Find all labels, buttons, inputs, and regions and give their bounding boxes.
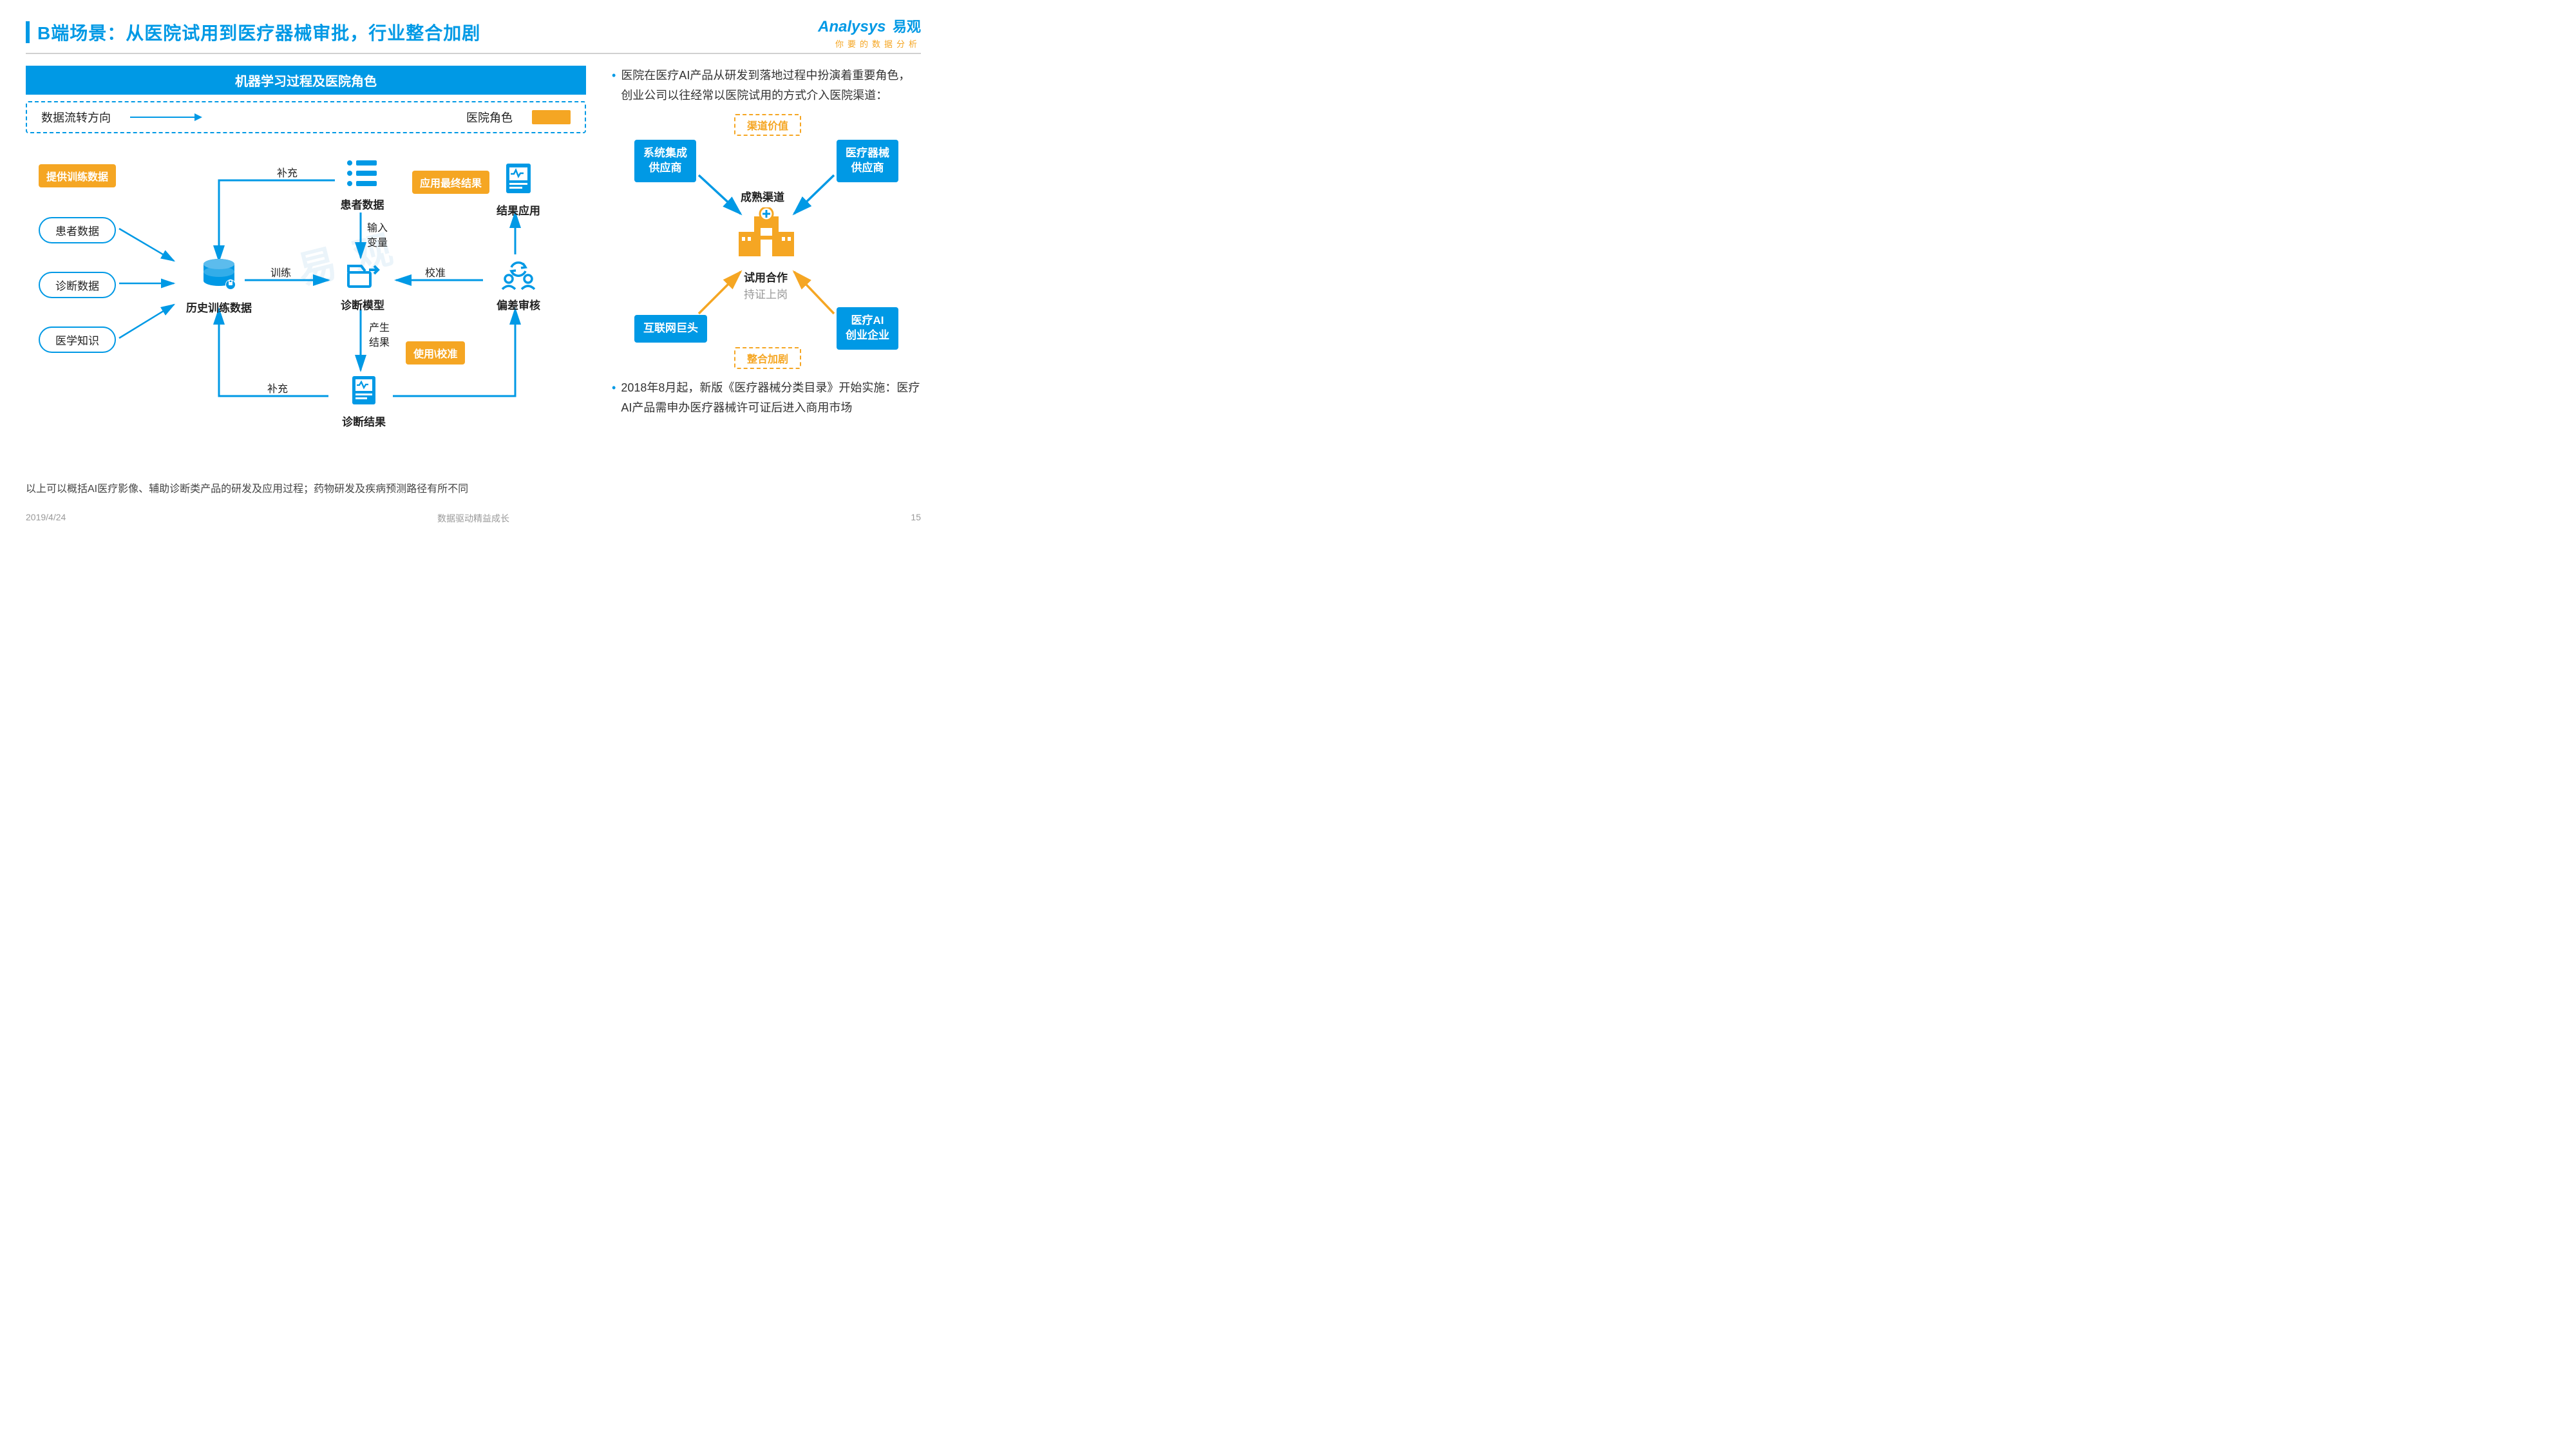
ml-process-diagram: 易 观 — [26, 145, 586, 454]
box-ai-startup: 医疗AI创业企业 — [837, 307, 898, 350]
tag-use-calibrate: 使用\校准 — [406, 341, 465, 365]
footer-page: 15 — [911, 512, 921, 522]
footer: 2019/4/24 数据驱动精益成长 15 — [0, 512, 947, 522]
node-result: 诊断结果 — [335, 413, 393, 429]
label-trial: 试用合作 — [744, 269, 788, 285]
node-patient-data: 患者数据 — [332, 196, 393, 212]
box-internet-giant: 互联网巨头 — [634, 315, 707, 343]
database-icon — [200, 258, 238, 293]
edge-input-2: 变量 — [367, 234, 388, 249]
badge-channel-value: 渠道价值 — [734, 114, 801, 136]
tag-provide-training: 提供训练数据 — [39, 164, 116, 187]
clipboard-icon — [349, 374, 379, 407]
node-history-db: 历史训练数据 — [180, 299, 258, 315]
tag-apply-result: 应用最终结果 — [412, 171, 489, 194]
bullet-dot-icon: • — [612, 378, 616, 417]
bullet-dot-icon: • — [612, 66, 616, 105]
left-section-title: 机器学习过程及医院角色 — [26, 66, 586, 95]
pill-patient-data: 患者数据 — [39, 217, 116, 243]
pill-diagnosis-data: 诊断数据 — [39, 272, 116, 298]
legend-box: 数据流转方向 医院角色 — [26, 101, 586, 133]
clipboard-result-icon — [502, 161, 535, 196]
model-icon — [345, 260, 381, 290]
edge-input-1: 输入 — [367, 219, 388, 234]
edge-supplement-top: 补充 — [277, 164, 298, 180]
logo-block: Analysys 易观 你要的数据分析 — [818, 15, 921, 50]
logo-tagline: 你要的数据分析 — [818, 37, 921, 50]
pill-medical-knowledge: 医学知识 — [39, 327, 116, 353]
legend-arrow-icon — [130, 117, 201, 118]
legend-role-swatch — [532, 110, 571, 124]
badge-consolidation: 整合加剧 — [734, 347, 801, 369]
bullet-top: • 医院在医疗AI产品从研发到落地过程中扮演着重要角色，创业公司以往经常以医院试… — [612, 66, 921, 105]
edge-calibrate: 校准 — [425, 264, 446, 279]
left-footnote: 以上可以概括AI医疗影像、辅助诊断类产品的研发及应用过程；药物研发及疾病预测路径… — [26, 480, 468, 495]
footer-caption: 数据驱动精益成长 — [437, 512, 509, 525]
people-exchange-icon — [500, 260, 537, 290]
left-panel: 机器学习过程及医院角色 数据流转方向 医院角色 易 观 — [26, 66, 586, 454]
box-sys-integrator: 系统集成供应商 — [634, 140, 696, 182]
page-title: B端场景：从医院试用到医疗器械审批，行业整合加剧 — [37, 19, 480, 45]
legend-role-label: 医院角色 — [466, 109, 513, 126]
right-panel: • 医院在医疗AI产品从研发到落地过程中扮演着重要角色，创业公司以往经常以医院试… — [612, 66, 921, 454]
edge-produce-2: 结果 — [369, 334, 390, 349]
label-cert: 持证上岗 — [744, 285, 788, 301]
edge-produce-1: 产生 — [369, 319, 390, 334]
logo-en: Analysys — [818, 18, 886, 35]
bullet-bottom-text: 2018年8月起，新版《医疗器械分类目录》开始实施：医疗AI产品需申办医疗器械许… — [621, 378, 921, 417]
edge-supplement-bottom: 补充 — [267, 380, 288, 395]
channel-diagram: 渠道价值 系统集成供应商 医疗器械供应商 互联网巨头 医疗AI创业企业 成熟渠道 — [628, 114, 905, 372]
title-divider — [26, 53, 921, 54]
label-mature-channel: 成熟渠道 — [741, 188, 784, 204]
node-model: 诊断模型 — [334, 296, 392, 312]
node-bias-review: 偏差审核 — [489, 296, 547, 312]
bullet-top-text: 医院在医疗AI产品从研发到落地过程中扮演着重要角色，创业公司以往经常以医院试用的… — [621, 66, 921, 105]
list-icon — [345, 158, 381, 190]
footer-date: 2019/4/24 — [26, 512, 66, 522]
legend-flow-label: 数据流转方向 — [41, 109, 111, 126]
node-result-app: 结果应用 — [489, 202, 547, 218]
title-accent — [26, 21, 30, 43]
bullet-bottom: • 2018年8月起，新版《医疗器械分类目录》开始实施：医疗AI产品需申办医疗器… — [612, 378, 921, 417]
box-device-supplier: 医疗器械供应商 — [837, 140, 898, 182]
edge-train: 训练 — [270, 264, 291, 279]
logo-cn: 易观 — [893, 19, 921, 35]
hospital-icon — [737, 207, 795, 259]
title-bar: B端场景：从医院试用到医疗器械审批，行业整合加剧 — [26, 19, 921, 45]
